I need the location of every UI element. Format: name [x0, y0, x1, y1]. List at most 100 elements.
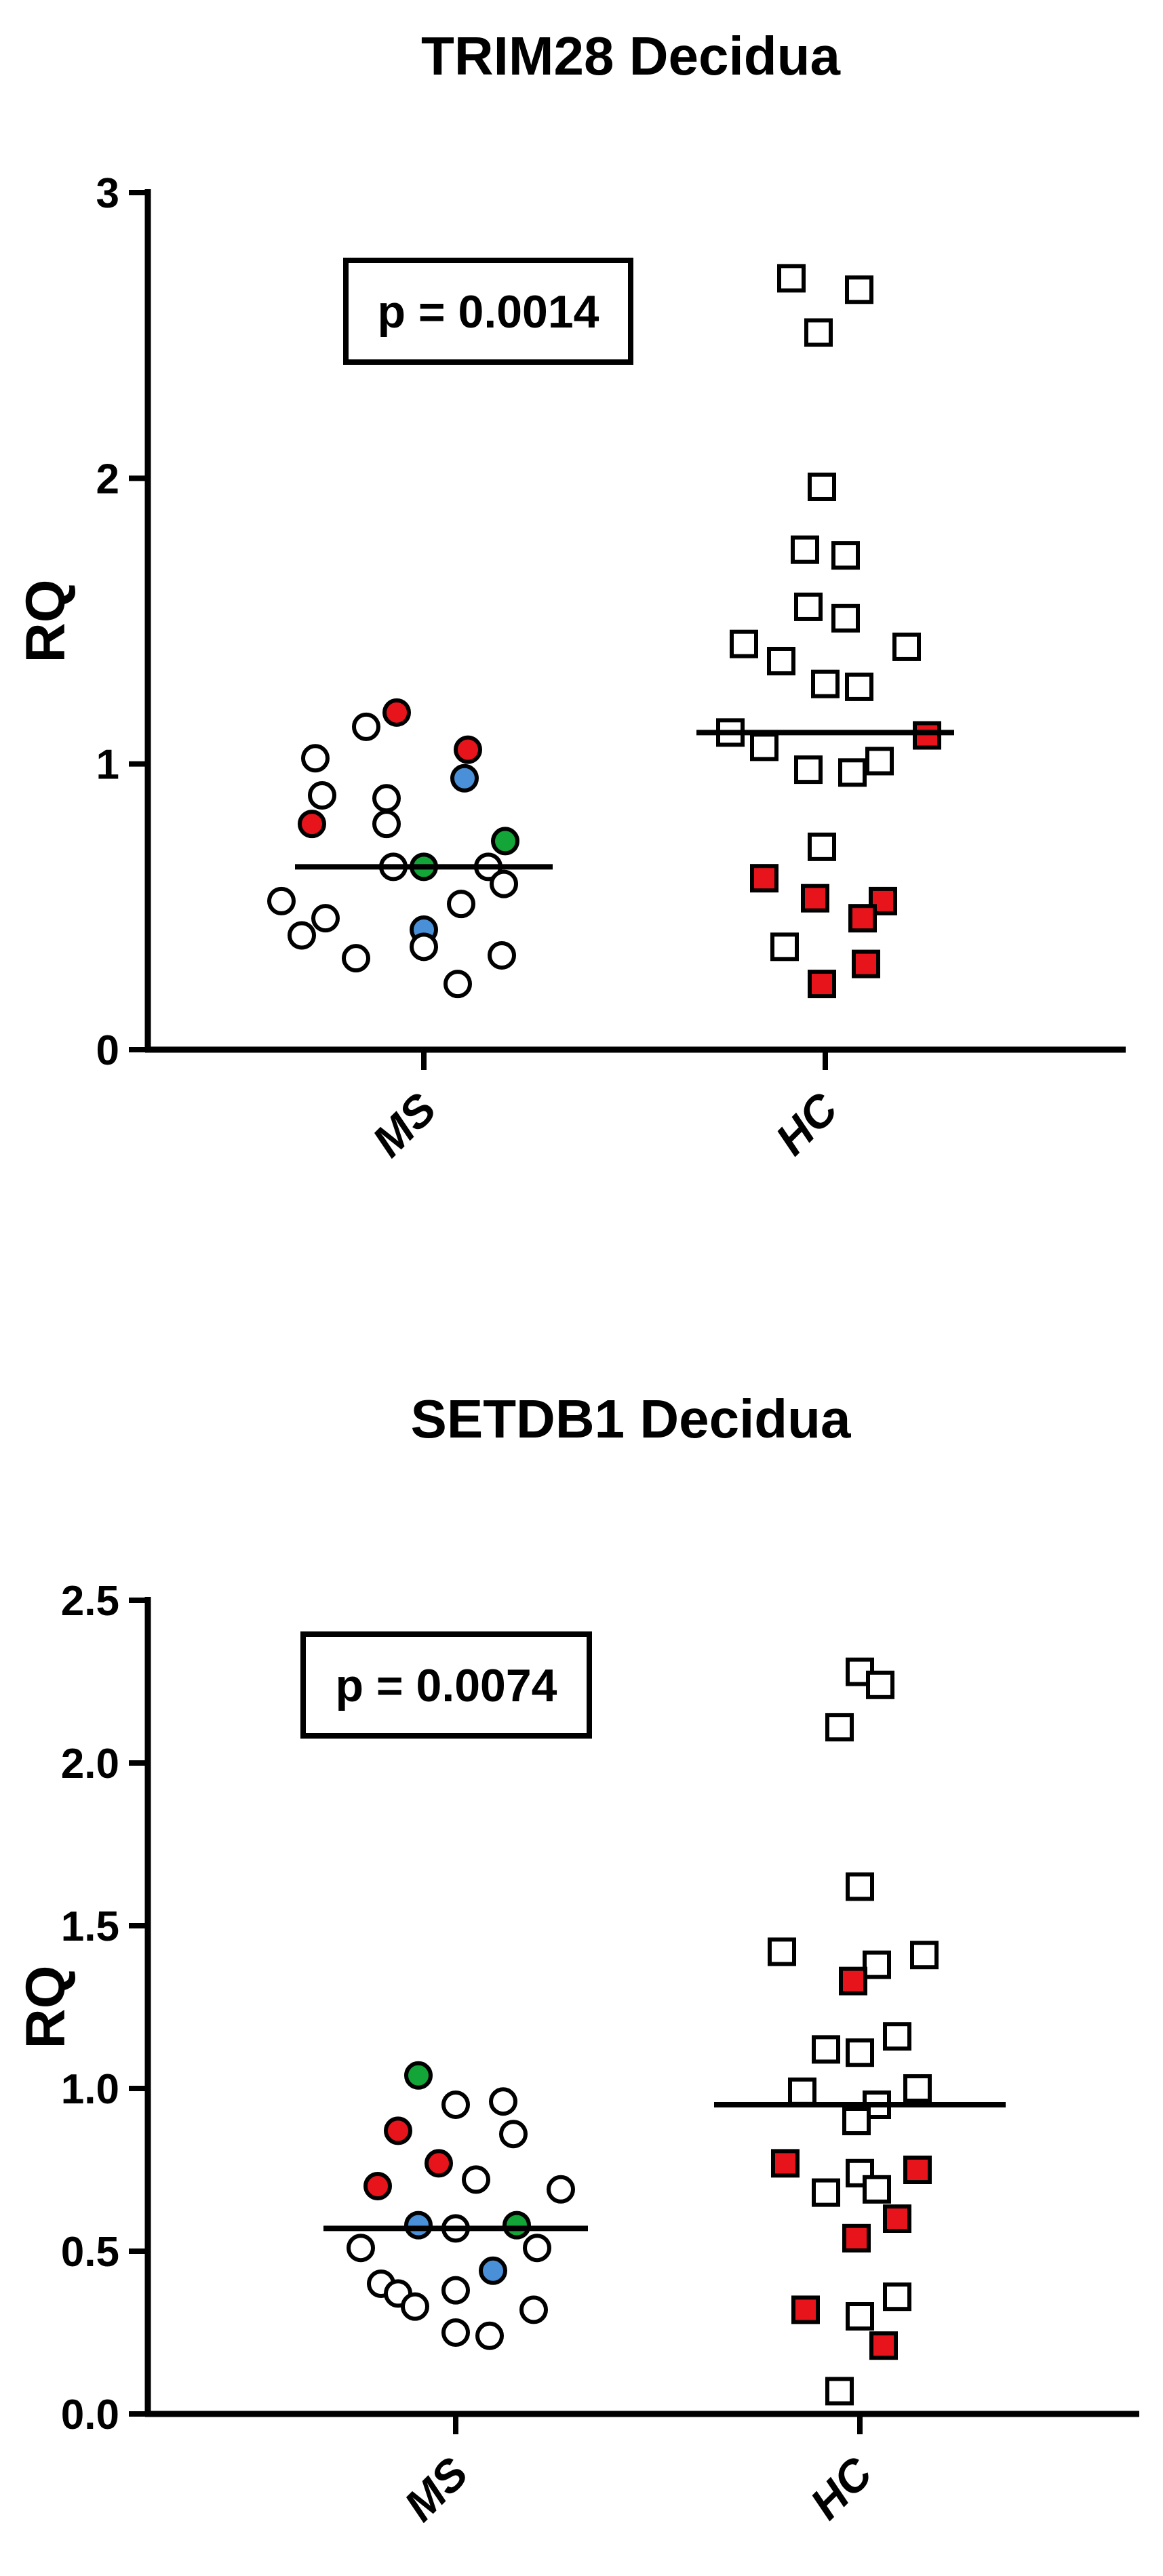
- data-point-ms-open: [519, 2295, 548, 2324]
- data-point-hc-open: [811, 669, 840, 698]
- data-point-hc-open: [808, 472, 836, 501]
- data-point-ms-open: [441, 2276, 470, 2305]
- y-axis-label: RQ: [15, 1966, 77, 2049]
- data-point-ms-red: [384, 2116, 412, 2145]
- y-tick-label: 2.0: [61, 1741, 119, 1787]
- data-point-hc-open: [777, 264, 806, 293]
- data-point-hc-open: [883, 2022, 911, 2051]
- data-point-hc-red: [839, 1966, 867, 1996]
- y-tick-label: 2: [96, 456, 119, 502]
- data-point-ms-open: [372, 784, 401, 813]
- p-value-label: p = 0.0014: [377, 286, 599, 338]
- data-point-hc-open: [846, 1872, 874, 1901]
- data-point-hc-red: [913, 721, 941, 750]
- data-point-hc-open: [812, 2178, 840, 2207]
- data-point-ms-red: [425, 2149, 453, 2178]
- data-point-ms-green: [491, 827, 519, 856]
- data-point-hc-open: [768, 1937, 796, 1966]
- data-point-ms-open: [499, 2120, 528, 2149]
- data-point-ms-open: [311, 904, 340, 933]
- data-point-hc-red: [852, 949, 880, 978]
- chart-title: SETDB1 Decidua: [410, 1389, 851, 1449]
- x-tick-label-hc: HC: [766, 1083, 848, 1165]
- p-value-label: p = 0.0074: [335, 1660, 557, 1711]
- data-point-hc-open: [767, 646, 795, 675]
- data-point-hc-open: [892, 632, 921, 661]
- data-point-hc-open: [804, 318, 833, 347]
- data-point-ms-green: [404, 2061, 433, 2090]
- data-point-hc-open: [794, 755, 823, 785]
- data-point-ms-open: [447, 890, 475, 919]
- data-point-hc-red: [883, 2204, 911, 2233]
- y-tick-label: 0: [96, 1027, 119, 1074]
- data-point-hc-open: [794, 592, 823, 621]
- data-point-hc-open: [842, 2107, 871, 2135]
- data-point-hc-open: [730, 629, 758, 658]
- data-point-ms-red: [298, 810, 326, 839]
- data-point-hc-open: [770, 932, 799, 962]
- p-value-box: [343, 258, 633, 365]
- y-tick-label: 2.5: [61, 1578, 119, 1625]
- data-point-hc-open: [903, 2074, 932, 2103]
- data-point-hc-red: [808, 970, 836, 999]
- data-point-ms-blue: [404, 2211, 433, 2240]
- data-point-hc-open: [838, 758, 867, 787]
- data-point-hc-red: [842, 2223, 871, 2253]
- data-point-ms-open: [475, 2321, 504, 2350]
- data-point-ms-blue: [479, 2256, 507, 2285]
- data-point-ms-open: [441, 2318, 470, 2347]
- data-point-hc-open: [825, 2377, 854, 2406]
- p-value-box: [300, 1631, 592, 1739]
- data-point-hc-open: [750, 732, 778, 761]
- data-point-ms-open: [372, 810, 401, 839]
- data-point-ms-open: [488, 940, 516, 970]
- data-point-ms-open: [342, 944, 370, 973]
- data-point-hc-open: [846, 2158, 874, 2187]
- data-point-hc-red: [771, 2149, 800, 2178]
- x-tick-label-ms: MS: [363, 1084, 446, 1166]
- data-point-hc-open: [812, 2035, 840, 2064]
- data-point-ms-green: [502, 2211, 531, 2240]
- y-axis-label: RQ: [15, 580, 77, 663]
- chart-title: TRIM28 Decidua: [421, 26, 840, 86]
- data-point-hc-open: [808, 832, 836, 861]
- data-point-hc-open: [863, 2175, 891, 2204]
- data-point-ms-open: [462, 2165, 490, 2194]
- data-point-hc-open: [831, 603, 860, 633]
- data-point-hc-red: [801, 884, 829, 913]
- data-point-ms-red: [454, 735, 482, 764]
- data-point-ms-open: [490, 869, 518, 898]
- data-point-hc-open: [865, 747, 894, 776]
- y-tick-label: 1.5: [61, 1903, 119, 1950]
- data-point-hc-red: [903, 2156, 932, 2184]
- data-point-ms-open: [523, 2234, 551, 2263]
- data-point-ms-open: [308, 781, 336, 810]
- data-point-hc-open: [791, 535, 819, 564]
- data-point-ms-open: [347, 2234, 375, 2263]
- data-point-hc-open: [846, 2302, 874, 2331]
- y-tick-label: 0.0: [61, 2392, 119, 2438]
- y-tick-label: 0.5: [61, 2229, 119, 2276]
- x-tick-label-hc: HC: [800, 2447, 882, 2529]
- data-point-ms-open: [288, 921, 316, 950]
- data-point-hc-open: [846, 2038, 874, 2067]
- data-point-hc-open: [863, 1950, 891, 1979]
- data-point-ms-blue: [450, 764, 479, 793]
- data-point-hc-open: [825, 1713, 854, 1742]
- y-tick-label: 3: [96, 170, 119, 217]
- data-point-hc-open: [910, 1941, 939, 1970]
- data-point-hc-red: [791, 2295, 820, 2324]
- x-tick-label-ms: MS: [395, 2448, 477, 2531]
- data-point-ms-open: [441, 2090, 470, 2119]
- data-point-ms-open: [489, 2087, 517, 2116]
- data-point-ms-red: [382, 698, 411, 727]
- data-point-ms-open: [301, 744, 330, 773]
- data-point-ms-red: [363, 2172, 392, 2200]
- data-point-hc-red: [848, 904, 877, 933]
- data-point-ms-open: [547, 2175, 575, 2204]
- data-point-hc-red: [869, 2331, 898, 2360]
- y-tick-label: 1.0: [61, 2066, 119, 2113]
- data-point-hc-open: [866, 1670, 894, 1699]
